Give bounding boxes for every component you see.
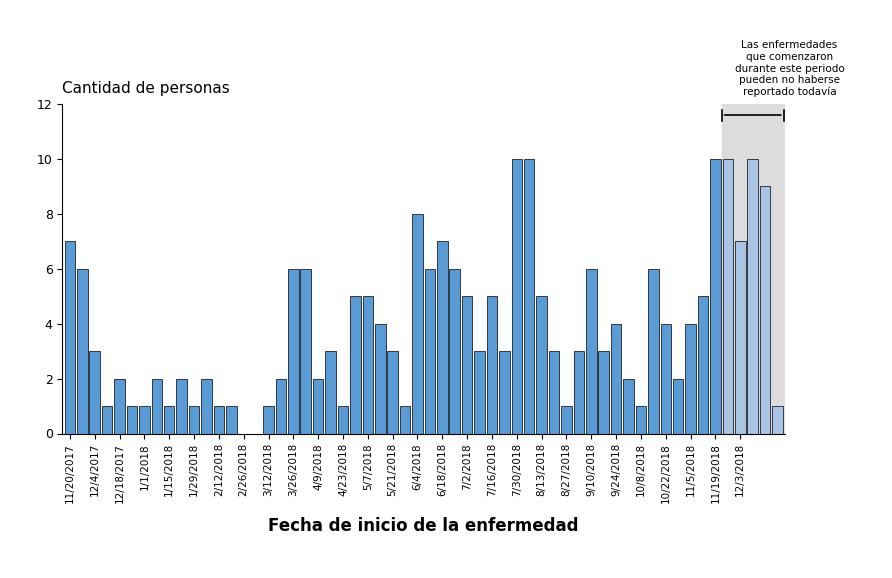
- Bar: [747, 159, 758, 434]
- Bar: [102, 406, 112, 434]
- Bar: [400, 406, 410, 434]
- Bar: [524, 159, 534, 434]
- Bar: [760, 186, 771, 434]
- Bar: [362, 296, 373, 434]
- Text: Las enfermedades
que comenzaron
durante este periodo
pueden no haberse
reportado: Las enfermedades que comenzaron durante …: [734, 40, 845, 98]
- Bar: [338, 406, 348, 434]
- Bar: [313, 379, 324, 434]
- Bar: [326, 351, 336, 434]
- Bar: [487, 296, 497, 434]
- Bar: [660, 324, 671, 434]
- Bar: [723, 159, 733, 434]
- Bar: [202, 379, 211, 434]
- Bar: [574, 351, 584, 434]
- Bar: [164, 406, 175, 434]
- Bar: [648, 269, 658, 434]
- Bar: [351, 296, 360, 434]
- Bar: [722, 104, 784, 434]
- Bar: [450, 269, 460, 434]
- Bar: [139, 406, 150, 434]
- Bar: [77, 269, 87, 434]
- Bar: [475, 351, 485, 434]
- Bar: [698, 296, 708, 434]
- Bar: [387, 351, 398, 434]
- Bar: [673, 379, 683, 434]
- Bar: [263, 406, 274, 434]
- Bar: [511, 159, 522, 434]
- Bar: [189, 406, 199, 434]
- Bar: [462, 296, 473, 434]
- Bar: [772, 406, 783, 434]
- Bar: [375, 324, 385, 434]
- Text: Cantidad de personas: Cantidad de personas: [62, 81, 230, 96]
- Bar: [710, 159, 721, 434]
- Bar: [425, 269, 435, 434]
- Bar: [288, 269, 299, 434]
- Bar: [276, 379, 286, 434]
- Bar: [735, 242, 746, 434]
- Bar: [586, 269, 597, 434]
- Bar: [561, 406, 572, 434]
- Bar: [301, 269, 311, 434]
- Bar: [549, 351, 559, 434]
- Bar: [500, 351, 509, 434]
- Bar: [89, 351, 100, 434]
- Bar: [226, 406, 236, 434]
- Bar: [437, 242, 448, 434]
- Bar: [114, 379, 125, 434]
- Bar: [64, 242, 75, 434]
- Bar: [412, 214, 423, 434]
- Bar: [636, 406, 646, 434]
- X-axis label: Fecha de inicio de la enfermedad: Fecha de inicio de la enfermedad: [268, 517, 579, 535]
- Bar: [611, 324, 622, 434]
- Bar: [213, 406, 224, 434]
- Bar: [599, 351, 609, 434]
- Bar: [177, 379, 187, 434]
- Bar: [127, 406, 137, 434]
- Bar: [624, 379, 634, 434]
- Bar: [536, 296, 547, 434]
- Bar: [685, 324, 696, 434]
- Bar: [152, 379, 162, 434]
